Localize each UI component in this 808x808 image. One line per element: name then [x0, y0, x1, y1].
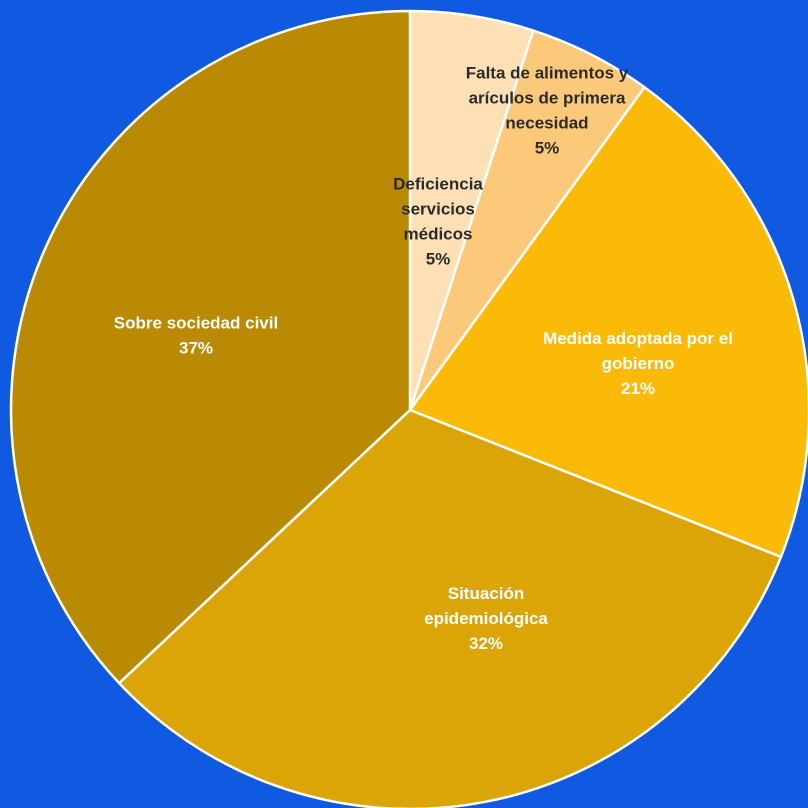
- slice-label-0: Deficiencia servicios médicos 5%: [393, 175, 483, 269]
- slice-label-4: Sobre sociedad civil 37%: [114, 314, 278, 358]
- slice-category-label: necesidad: [505, 114, 588, 133]
- slice-category-label: Deficiencia: [393, 175, 483, 194]
- slice-category-label: Sobre sociedad civil: [114, 314, 278, 333]
- slice-value-label: 21%: [621, 379, 655, 398]
- slice-value-label: 5%: [535, 139, 560, 158]
- pie-slice-4: [9, 9, 412, 685]
- slice-label-1: Falta de alimentos y arículos de primera n…: [466, 64, 629, 158]
- pie-slice-3: [117, 408, 783, 808]
- slice-label-3: Situación epidemiológica 32%: [424, 584, 548, 653]
- slice-label-2: Medida adoptada por el gobierno 21%: [543, 329, 733, 398]
- slice-category-label: arículos de primera: [469, 89, 626, 108]
- slice-category-label: médicos: [404, 225, 473, 244]
- slice-category-label: Falta de alimentos y: [466, 64, 629, 83]
- slice-value-label: 5%: [426, 250, 451, 269]
- slice-category-label: servicios: [401, 200, 475, 219]
- slice-value-label: 32%: [469, 634, 503, 653]
- pie-slice-2: [408, 85, 808, 559]
- slices-layer: [9, 9, 808, 808]
- slice-category-label: gobierno: [602, 354, 675, 373]
- slice-value-label: 37%: [179, 339, 213, 358]
- slice-category-label: epidemiológica: [424, 609, 548, 628]
- slice-category-label: Situación: [448, 584, 525, 603]
- slice-category-label: Medida adoptada por el: [543, 329, 733, 348]
- labels-layer: Deficiencia servicios médicos 5%Falta de al…: [114, 64, 733, 654]
